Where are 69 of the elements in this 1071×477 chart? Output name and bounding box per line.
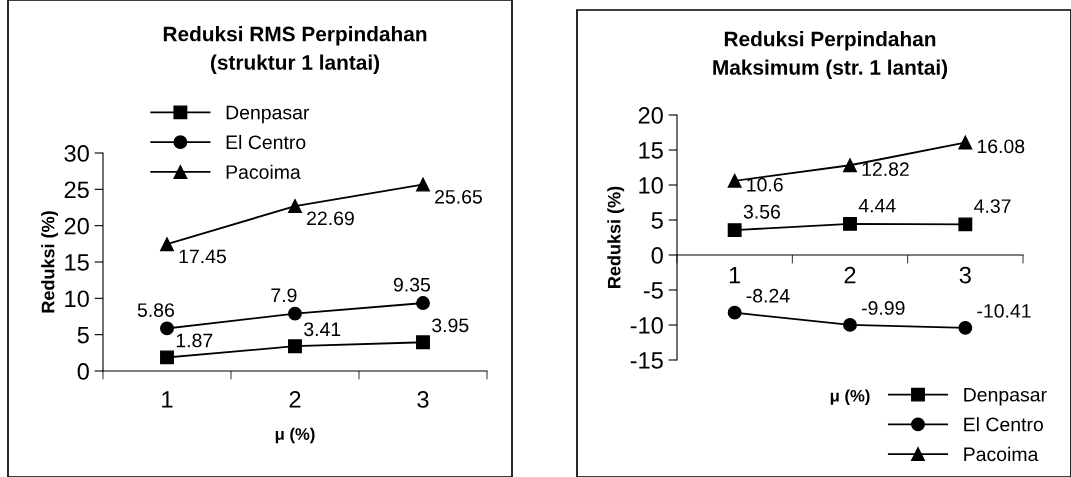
y-tick-label: 5 (651, 212, 663, 229)
legend-label: Pacoima (226, 164, 301, 179)
y-tick-label: 0 (651, 247, 663, 264)
data-label: 1.87 (176, 333, 213, 348)
x-tick-label: 3 (417, 391, 429, 408)
y-tick-label: 10 (65, 290, 89, 308)
legend-label: Pacoima (964, 446, 1039, 462)
legend-label: Denpasar (964, 388, 1047, 406)
x-tick-label: 2 (844, 266, 856, 284)
x-axis-title: μ (%) (275, 427, 315, 444)
legend-label: El Centro (964, 417, 1043, 432)
y-tick-label: 25 (64, 181, 89, 199)
data-label: 7.9 (271, 288, 297, 303)
data-label: 4.37 (974, 199, 1011, 213)
point (727, 173, 742, 188)
point (843, 317, 857, 332)
data-label: 25.65 (435, 189, 482, 204)
point (160, 237, 174, 252)
data-label: -9.99 (861, 301, 905, 315)
x-tick-label: 2 (289, 391, 301, 408)
data-label: 22.69 (307, 211, 354, 226)
y-tick-label: 15 (65, 254, 89, 271)
data-label: 4.44 (858, 198, 896, 213)
y-tick-label: 20 (638, 107, 663, 124)
point (160, 321, 174, 336)
point (958, 217, 973, 232)
data-label: 17.45 (179, 249, 226, 264)
point (843, 158, 857, 173)
point (288, 339, 302, 354)
y-tick-label: 30 (64, 145, 89, 162)
point (727, 305, 742, 320)
data-label: -10.41 (977, 304, 1031, 318)
y-axis-title: Reduksi (%) (41, 211, 58, 313)
y-tick-label: 15 (639, 142, 663, 159)
x-tick-label: 3 (959, 266, 971, 284)
point (958, 135, 973, 150)
data-label: 12.82 (862, 162, 909, 177)
y-axis-title: Reduksi (%) (607, 186, 625, 288)
y-tick-label: -15 (630, 352, 663, 369)
point (416, 335, 430, 350)
data-label: 3.41 (304, 322, 341, 337)
chart-title: Reduksi RMS Perpindahan (struktur 1 lantai) (163, 26, 427, 74)
y-tick-label: 10 (639, 177, 663, 194)
point (416, 177, 430, 192)
y-tick-label: 5 (77, 326, 89, 344)
x-axis-title: μ (%) (830, 389, 870, 405)
y-tick-label: -10 (630, 317, 663, 334)
x-tick-label: 1 (729, 266, 741, 284)
data-label: 10.6 (747, 177, 783, 192)
data-label: 9.35 (393, 277, 430, 292)
data-label: 16.08 (977, 139, 1025, 154)
data-label: 3.95 (432, 318, 469, 333)
y-tick-label: -5 (643, 282, 663, 299)
point (288, 199, 302, 214)
x-tick-label: 1 (162, 391, 173, 408)
legend-label: El Centro (226, 134, 306, 150)
data-label: -8.24 (746, 288, 790, 303)
point (958, 320, 973, 335)
point (416, 296, 430, 311)
chart-title: Reduksi Perpindahan Maksimum (str. 1 lantai) (713, 31, 948, 79)
point (288, 306, 302, 321)
point (160, 350, 174, 365)
point (843, 216, 857, 231)
data-label: 5.86 (137, 303, 174, 317)
y-tick-label: 20 (64, 217, 89, 235)
point (727, 223, 742, 238)
data-label: 3.56 (743, 204, 780, 219)
y-tick-label: 0 (77, 363, 89, 380)
legend-label: Denpasar (226, 105, 310, 124)
